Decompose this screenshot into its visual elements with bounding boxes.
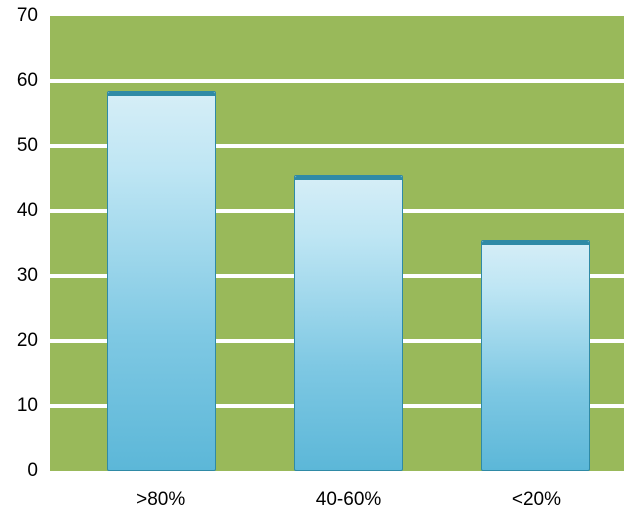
bar-top-edge	[482, 241, 589, 245]
bars-layer	[50, 16, 624, 471]
y-tick-label: 30	[17, 265, 38, 287]
bar	[107, 91, 216, 471]
y-tick-label: 40	[17, 200, 38, 222]
x-axis: >80% 40-60% <20%	[48, 479, 626, 517]
plot-frame	[48, 14, 626, 473]
bar-chart: 0 10 20 30 40 50 60 70 >80% 40-60% <20%	[0, 0, 638, 517]
x-tick-label: >80%	[136, 489, 185, 511]
y-tick-label: 70	[17, 5, 38, 27]
x-tick-label: 40-60%	[316, 489, 382, 511]
bar	[294, 175, 403, 471]
y-tick-label: 10	[17, 395, 38, 417]
x-tick-label: <20%	[512, 489, 561, 511]
plot-area	[50, 16, 624, 471]
y-axis: 0 10 20 30 40 50 60 70	[0, 0, 44, 517]
y-tick-label: 50	[17, 135, 38, 157]
y-tick-label: 0	[27, 460, 38, 482]
y-tick-label: 20	[17, 330, 38, 352]
y-tick-label: 60	[17, 70, 38, 92]
bar-top-edge	[108, 92, 215, 96]
bar-top-edge	[295, 176, 402, 180]
bar	[481, 240, 590, 471]
